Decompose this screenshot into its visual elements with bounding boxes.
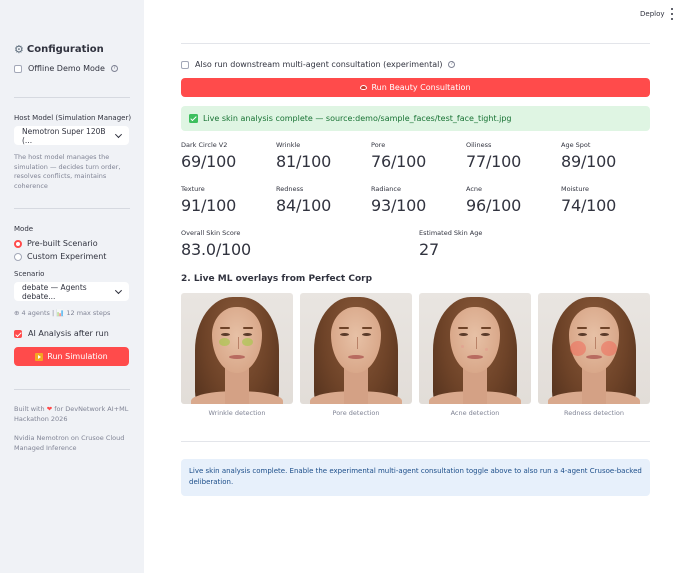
help-icon[interactable]: ? xyxy=(448,61,456,68)
overlays-heading: 2. Live ML overlays from Perfect Corp xyxy=(181,274,373,284)
main-divider xyxy=(181,43,650,44)
ai-analysis-checkbox[interactable]: AI Analysis after run xyxy=(14,329,109,338)
help-icon[interactable]: ? xyxy=(110,65,118,72)
metric-age-spot: Age Spot 89/100 xyxy=(561,141,617,171)
metric-skin-age: Estimated Skin Age 27 xyxy=(419,229,483,259)
sidebar-divider xyxy=(14,208,130,209)
info-alert: Live skin analysis complete. Enable the … xyxy=(181,459,650,496)
lipstick-icon xyxy=(360,85,368,90)
caption-wrinkle: Wrinkle detection xyxy=(208,409,266,417)
sidebar: ⚙ Configuration Offline Demo Mode ? Host… xyxy=(0,0,144,573)
sidebar-title: ⚙ Configuration xyxy=(14,43,104,56)
footer-built-with: Built with ❤ for DevNetwork AI+ML Hackat… xyxy=(14,405,129,423)
check-icon xyxy=(189,114,198,123)
sidebar-divider xyxy=(14,389,130,390)
face-image-wrinkle xyxy=(181,293,293,404)
chevron-down-icon xyxy=(115,286,123,294)
metric-oiliness: Oiliness 77/100 xyxy=(466,141,522,171)
heart-icon: ❤ xyxy=(46,405,53,413)
host-model-help: The host model manages the simulation — … xyxy=(14,153,121,190)
offline-demo-checkbox[interactable]: Offline Demo Mode ? xyxy=(14,64,118,73)
face-image-redness xyxy=(538,293,650,404)
metric-moisture: Moisture 74/100 xyxy=(561,185,617,215)
metric-texture: Texture 91/100 xyxy=(181,185,237,215)
mode-radio-custom[interactable]: Custom Experiment xyxy=(14,252,106,261)
face-image-pore xyxy=(300,293,412,404)
caption-acne: Acne detection xyxy=(450,409,500,417)
consultation-checkbox[interactable]: Also run downstream multi-agent consulta… xyxy=(181,60,456,69)
footer-infra: Nvidia Nemotron on Crusoe Cloud Managed … xyxy=(14,434,125,452)
radio-unselected[interactable] xyxy=(14,252,22,261)
metric-dark-circle: Dark Circle V2 69/100 xyxy=(181,141,237,171)
deploy-button[interactable]: Deploy xyxy=(640,10,665,18)
mode-label: Mode xyxy=(14,225,34,233)
gear-icon: ⚙ xyxy=(14,43,24,56)
run-beauty-consultation-button[interactable]: Run Beauty Consultation xyxy=(181,78,650,97)
run-simulation-button[interactable]: Run Simulation xyxy=(14,347,129,366)
chevron-down-icon xyxy=(115,130,123,138)
success-alert: Live skin analysis complete — source:dem… xyxy=(181,106,650,131)
face-image-acne xyxy=(419,293,531,404)
play-icon xyxy=(35,352,44,361)
metric-pore: Pore 76/100 xyxy=(371,141,427,171)
scenario-label: Scenario xyxy=(14,270,45,278)
radio-selected[interactable] xyxy=(14,239,22,248)
metric-wrinkle: Wrinkle 81/100 xyxy=(276,141,332,171)
checkbox-box[interactable] xyxy=(14,64,22,73)
checkbox-box[interactable] xyxy=(181,60,189,69)
kebab-icon[interactable] xyxy=(670,8,674,20)
mode-radio-prebuilt[interactable]: Pre-built Scenario xyxy=(14,239,98,248)
caption-pore: Pore detection xyxy=(332,409,380,417)
metric-redness: Redness 84/100 xyxy=(276,185,332,215)
scenario-select[interactable]: debate — Agents debate... xyxy=(14,282,129,301)
caption-redness: Redness detection xyxy=(563,409,624,417)
host-model-select[interactable]: Nemotron Super 120B (... xyxy=(14,126,129,145)
sidebar-divider xyxy=(14,97,130,98)
host-model-label: Host Model (Simulation Manager) xyxy=(14,114,132,122)
metric-radiance: Radiance 93/100 xyxy=(371,185,427,215)
metric-acne: Acne 96/100 xyxy=(466,185,522,215)
checkbox-box[interactable] xyxy=(14,329,22,338)
metric-overall-score: Overall Skin Score 83.0/100 xyxy=(181,229,251,259)
scenario-meta: ⊕ 4 agents | 📊 12 max steps xyxy=(14,309,111,317)
main-divider xyxy=(181,441,650,442)
